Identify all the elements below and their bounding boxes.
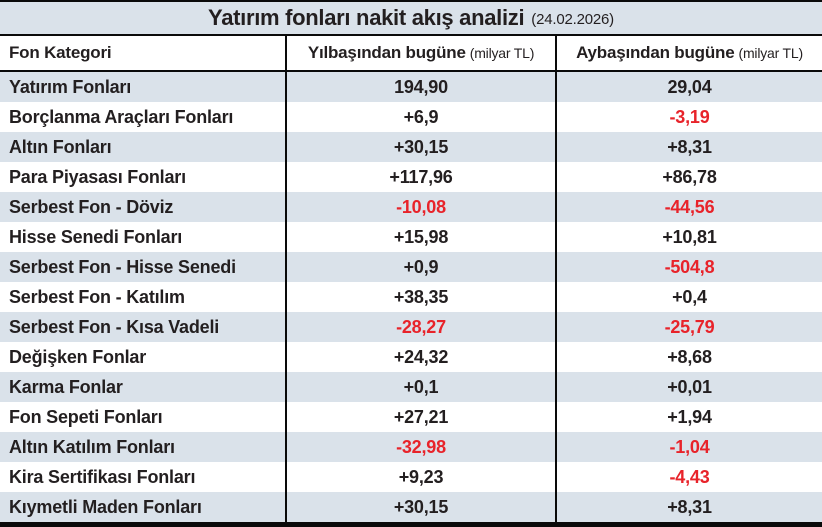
mtd-value-cell: -4,43 <box>555 462 822 492</box>
table-row: Altın Katılım Fonları -32,98 -1,04 <box>0 432 822 462</box>
table-row: Para Piyasası Fonları +117,96 +86,78 <box>0 162 822 192</box>
header-row: Fon Kategori Yılbaşından bugüne (milyar … <box>0 36 822 72</box>
mtd-value-cell: +86,78 <box>555 162 822 192</box>
mtd-value-cell: -3,19 <box>555 102 822 132</box>
category-cell: Kira Sertifikası Fonları <box>9 466 196 487</box>
category-cell: Fon Sepeti Fonları <box>9 406 163 427</box>
mtd-value-cell: 29,04 <box>555 72 822 102</box>
ytd-value-cell: +30,15 <box>285 132 555 162</box>
category-cell: Değişken Fonlar <box>9 346 147 367</box>
mtd-value-cell: -25,79 <box>555 312 822 342</box>
column-header-mtd-unit: (milyar TL) <box>738 45 804 61</box>
ytd-value-cell: +117,96 <box>285 162 555 192</box>
mtd-value-cell: +10,81 <box>555 222 822 252</box>
table-row: Borçlanma Araçları Fonları +6,9 -3,19 <box>0 102 822 132</box>
category-cell: Serbest Fon - Kısa Vadeli <box>9 316 220 337</box>
category-cell: Serbest Fon - Döviz <box>9 196 174 217</box>
category-cell: Borçlanma Araçları Fonları <box>9 106 234 127</box>
ytd-value-cell: -10,08 <box>285 192 555 222</box>
table-title-bar: Yatırım fonları nakit akış analizi (24.0… <box>0 2 822 36</box>
mtd-value-cell: -504,8 <box>555 252 822 282</box>
ytd-value-cell: +27,21 <box>285 402 555 432</box>
ytd-value-cell: +9,23 <box>285 462 555 492</box>
category-cell: Para Piyasası Fonları <box>9 166 186 187</box>
ytd-value-cell: +0,1 <box>285 372 555 402</box>
ytd-value-cell: 194,90 <box>285 72 555 102</box>
table-row: Yatırım Fonları 194,90 29,04 <box>0 72 822 102</box>
table-row: Altın Fonları +30,15 +8,31 <box>0 132 822 162</box>
mtd-value-cell: -44,56 <box>555 192 822 222</box>
table-body: Yatırım Fonları 194,90 29,04 Borçlanma Araç… <box>0 72 822 522</box>
mtd-value-cell: +1,94 <box>555 402 822 432</box>
table-row: Fon Sepeti Fonları +27,21 +1,94 <box>0 402 822 432</box>
table-title: Yatırım fonları nakit akış analizi <box>208 5 525 30</box>
mtd-value-cell: +0,01 <box>555 372 822 402</box>
category-cell: Altın Fonları <box>9 136 112 157</box>
table-row: Serbest Fon - Hisse Senedi +0,9 -504,8 <box>0 252 822 282</box>
table-title-date: (24.02.2026) <box>531 10 614 28</box>
category-cell: Yatırım Fonları <box>9 76 132 97</box>
category-cell: Kıymetli Maden Fonları <box>9 496 202 517</box>
table-row: Karma Fonlar +0,1 +0,01 <box>0 372 822 402</box>
ytd-value-cell: -32,98 <box>285 432 555 462</box>
column-header-ytd-unit: (milyar TL) <box>469 45 535 61</box>
column-header-mtd: Aybaşından bugüne (milyar TL) <box>555 36 822 70</box>
ytd-value-cell: +15,98 <box>285 222 555 252</box>
mtd-value-cell: +8,68 <box>555 342 822 372</box>
column-header-ytd-label: Yılbaşından bugüne <box>307 43 466 62</box>
column-header-ytd: Yılbaşından bugüne (milyar TL) <box>285 36 555 70</box>
ytd-value-cell: +38,35 <box>285 282 555 312</box>
mtd-value-cell: -1,04 <box>555 432 822 462</box>
mtd-value-cell: +8,31 <box>555 492 822 522</box>
ytd-value-cell: +0,9 <box>285 252 555 282</box>
category-cell: Hisse Senedi Fonları <box>9 226 183 247</box>
ytd-value-cell: +30,15 <box>285 492 555 522</box>
bottom-border-rule <box>0 522 822 527</box>
top-border-rule <box>0 0 822 2</box>
table-row: Serbest Fon - Katılım +38,35 +0,4 <box>0 282 822 312</box>
category-cell: Serbest Fon - Hisse Senedi <box>9 256 236 277</box>
mtd-value-cell: +8,31 <box>555 132 822 162</box>
table-row: Kıymetli Maden Fonları +30,15 +8,31 <box>0 492 822 522</box>
table-row: Serbest Fon - Kısa Vadeli -28,27 -25,79 <box>0 312 822 342</box>
category-cell: Serbest Fon - Katılım <box>9 286 185 307</box>
ytd-value-cell: -28,27 <box>285 312 555 342</box>
column-header-category: Fon Kategori <box>9 43 112 62</box>
table-row: Kira Sertifikası Fonları +9,23 -4,43 <box>0 462 822 492</box>
table-row: Hisse Senedi Fonları +15,98 +10,81 <box>0 222 822 252</box>
category-cell: Altın Katılım Fonları <box>9 436 175 457</box>
ytd-value-cell: +6,9 <box>285 102 555 132</box>
table-row: Serbest Fon - Döviz -10,08 -44,56 <box>0 192 822 222</box>
table-row: Değişken Fonlar +24,32 +8,68 <box>0 342 822 372</box>
column-header-mtd-label: Aybaşından bugüne <box>576 43 735 62</box>
ytd-value-cell: +24,32 <box>285 342 555 372</box>
category-cell: Karma Fonlar <box>9 376 123 397</box>
mtd-value-cell: +0,4 <box>555 282 822 312</box>
